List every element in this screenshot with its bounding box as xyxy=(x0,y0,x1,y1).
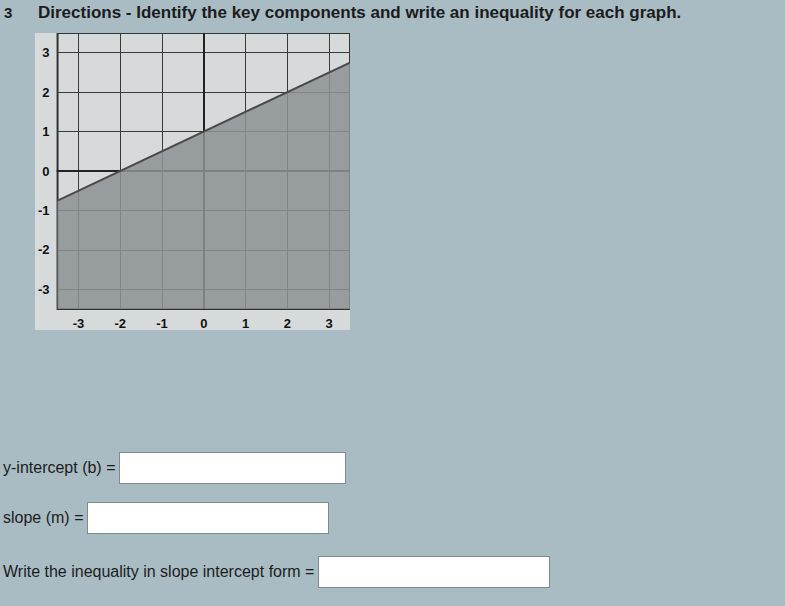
svg-text:2: 2 xyxy=(42,85,49,100)
svg-text:1: 1 xyxy=(242,316,249,330)
svg-text:-3: -3 xyxy=(73,316,85,330)
html-text:Directions - Identify the key: Directions - Identify the key components… xyxy=(38,3,682,22)
svg-text:0: 0 xyxy=(200,316,207,330)
html-text:3: 3 xyxy=(4,4,13,21)
html-text:Write the inequality in slope: Write the inequality in slope intercept … xyxy=(3,563,315,580)
svg-text:-3: -3 xyxy=(38,282,50,297)
svg-text:1: 1 xyxy=(42,124,49,139)
svg-text:-2: -2 xyxy=(38,242,50,257)
svg-text:-1: -1 xyxy=(38,203,50,218)
svg-text:-1: -1 xyxy=(156,316,168,330)
svg-text:-2: -2 xyxy=(114,316,126,330)
svg-text:2: 2 xyxy=(284,316,291,330)
svg-text:0: 0 xyxy=(42,164,49,179)
svg-text:3: 3 xyxy=(325,316,332,330)
html-text:slope (m) =: slope (m) = xyxy=(3,509,84,526)
svg-text:3: 3 xyxy=(42,45,49,60)
html-text:y-intercept (b) =: y-intercept (b) = xyxy=(3,459,116,476)
